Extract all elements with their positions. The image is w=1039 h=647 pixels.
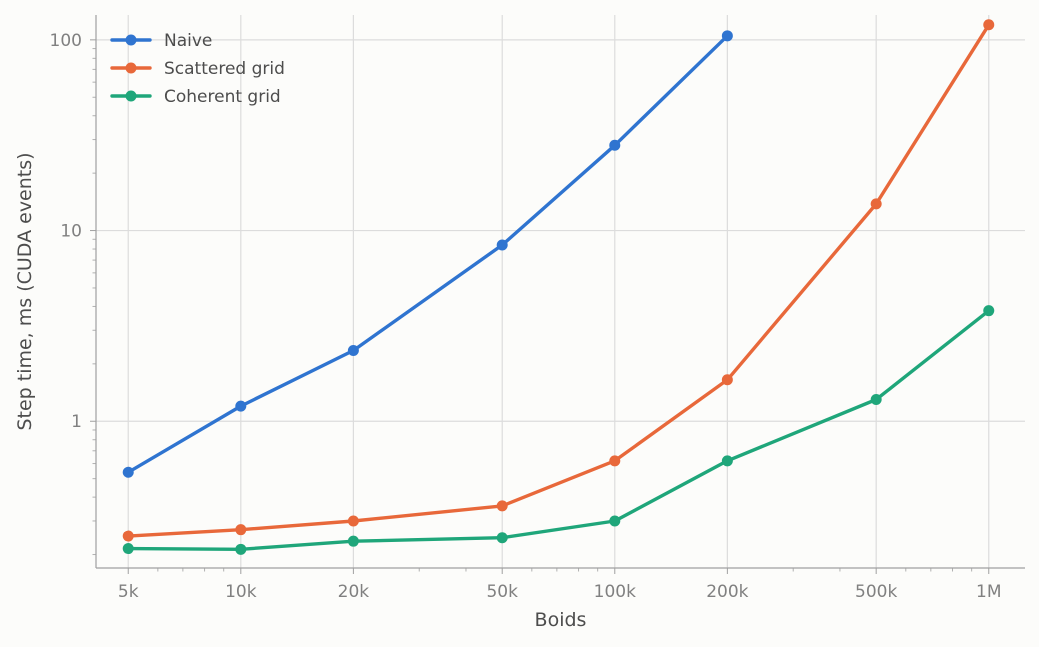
data-point xyxy=(122,543,134,555)
series-line xyxy=(126,23,991,538)
x-tick-label: 1M xyxy=(976,582,1001,602)
x-tick-label: 10k xyxy=(225,582,257,602)
legend-label: Scattered grid xyxy=(164,59,285,79)
legend-label: Coherent grid xyxy=(164,87,281,107)
data-point xyxy=(235,543,247,555)
data-point xyxy=(496,500,508,512)
data-point xyxy=(235,400,247,412)
data-point xyxy=(122,466,134,478)
data-point xyxy=(347,344,359,356)
data-point xyxy=(496,532,508,544)
data-point xyxy=(721,30,733,42)
legend-label: Naive xyxy=(164,31,212,51)
legend-marker xyxy=(125,62,137,74)
legend-marker xyxy=(125,34,137,46)
data-point xyxy=(122,530,134,542)
x-tick-label: 100k xyxy=(594,582,636,602)
x-tick-label: 5k xyxy=(118,582,139,602)
data-point xyxy=(870,394,882,406)
data-point xyxy=(609,515,621,527)
x-tick-label: 500k xyxy=(855,582,897,602)
legend-marker xyxy=(125,90,137,102)
x-tick-label: 20k xyxy=(338,582,370,602)
y-tick-label: 1 xyxy=(71,412,82,432)
y-axis-label: Step time, ms (CUDA events) xyxy=(14,152,36,430)
data-point xyxy=(721,374,733,386)
x-tick-label: 200k xyxy=(706,582,748,602)
series-line xyxy=(126,34,730,474)
series-line xyxy=(126,309,991,551)
data-point xyxy=(235,524,247,536)
y-tick-label: 100 xyxy=(50,31,82,51)
data-point xyxy=(983,19,995,31)
y-tick-label: 10 xyxy=(60,222,82,242)
data-point xyxy=(870,198,882,210)
grid-lines xyxy=(96,15,1025,568)
data-point xyxy=(609,455,621,467)
data-point xyxy=(347,515,359,527)
data-point xyxy=(721,455,733,467)
series-lines xyxy=(122,19,995,555)
x-tick-label: 50k xyxy=(486,582,518,602)
data-point xyxy=(609,139,621,151)
axes: 5k 10k 20k 50k 100k 200k 500k 1M 1 10 100 xyxy=(50,15,1025,602)
data-point xyxy=(347,535,359,547)
x-axis-label: Boids xyxy=(535,609,587,631)
data-point xyxy=(496,239,508,251)
data-point xyxy=(983,305,995,317)
legend: Naive Scattered grid Coherent grid xyxy=(110,31,285,107)
